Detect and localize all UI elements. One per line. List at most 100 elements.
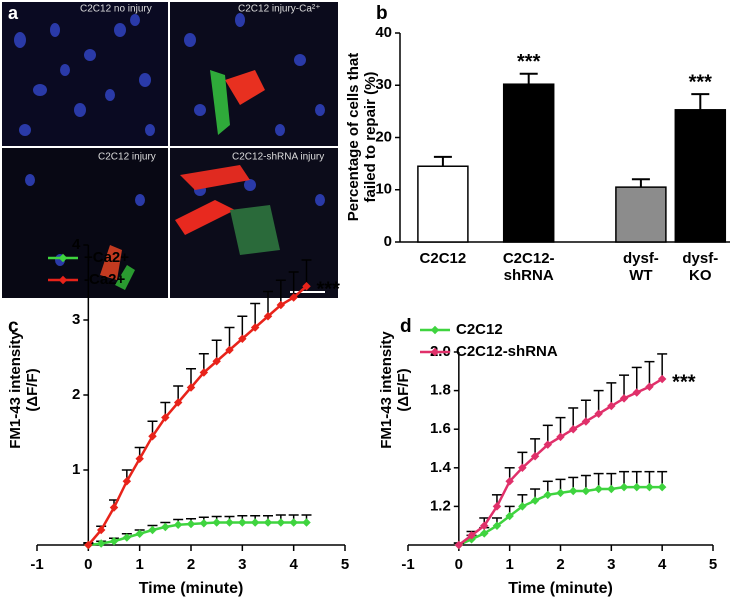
significance: ***	[517, 51, 541, 73]
point	[454, 540, 464, 550]
tile-label: C2C12 no injury	[80, 4, 152, 15]
y-axis-label: FM1-43 intensity (ΔF/F)	[378, 331, 412, 449]
x-tick-label: 0	[84, 556, 92, 573]
point	[276, 300, 286, 310]
point	[657, 374, 667, 384]
point	[530, 451, 540, 461]
legend-label: C2C12-shRNA	[456, 343, 558, 360]
x-tick-label: 2	[187, 556, 195, 573]
legend-marker	[430, 325, 440, 335]
point	[492, 502, 502, 511]
point	[186, 519, 196, 529]
x-axis-label: Time (minute)	[139, 580, 244, 597]
legend-label: +Ca2+	[84, 249, 129, 266]
y-tick-label: 3	[72, 311, 80, 328]
nuclei	[14, 13, 325, 266]
point	[122, 533, 132, 542]
x-tick-label: dysf- WT	[622, 250, 659, 284]
point	[518, 463, 527, 473]
x-tick-label: 3	[607, 556, 615, 573]
x-tick-label: 5	[709, 556, 717, 573]
legend-marker	[58, 253, 68, 263]
significance: ***	[672, 371, 696, 393]
bar	[417, 165, 469, 243]
point	[109, 503, 119, 512]
point	[148, 525, 157, 535]
x-tick-label: dysf- KO	[682, 250, 719, 284]
x-axis-label: Time (minute)	[508, 580, 613, 597]
point	[263, 518, 273, 527]
point	[302, 518, 311, 527]
point	[199, 368, 209, 377]
point	[173, 398, 183, 407]
point	[225, 345, 234, 355]
point	[556, 432, 565, 442]
y-tick-label: 0	[384, 233, 392, 250]
x-tick-label: 3	[238, 556, 246, 573]
point	[467, 531, 476, 540]
red-cell	[175, 200, 235, 235]
x-tick-label: 0	[455, 556, 463, 573]
point	[302, 282, 311, 291]
x-tick-label: -1	[30, 556, 43, 573]
panel-letter: a	[8, 3, 19, 23]
point	[518, 502, 527, 511]
point	[250, 323, 260, 332]
point	[161, 522, 170, 532]
y-tick-label: 1.6	[430, 420, 451, 437]
legend-marker	[430, 347, 440, 357]
bar	[502, 83, 555, 243]
green-cell	[115, 265, 135, 290]
x-tick-label: 4	[658, 556, 667, 573]
point	[492, 521, 502, 530]
red-cell	[225, 70, 265, 105]
x-tick-label: 5	[341, 556, 349, 573]
point	[607, 484, 616, 494]
y-tick-label: 1.2	[430, 497, 451, 514]
point	[645, 382, 654, 391]
y-tick-label: 2	[72, 386, 80, 403]
point	[581, 417, 591, 426]
point	[480, 521, 489, 530]
y-axis-label: Percentage of cells that failed to repai…	[345, 52, 379, 222]
point	[238, 518, 247, 527]
red-cell	[100, 245, 122, 280]
tile-label: C2C12 injury-Ca²⁺	[238, 4, 321, 15]
tile-label: C2C12 injury	[98, 152, 156, 163]
panel-letter: c	[8, 316, 19, 337]
panel-letter: b	[376, 3, 388, 24]
y-tick-label: 40	[375, 24, 392, 41]
point	[289, 293, 298, 302]
point	[238, 334, 247, 343]
x-tick-label: 1	[505, 556, 513, 573]
bar	[615, 186, 667, 243]
bar	[674, 109, 727, 243]
point	[263, 312, 273, 321]
panel-letter: d	[400, 316, 412, 337]
point	[632, 388, 641, 397]
point	[122, 477, 132, 486]
point	[568, 486, 578, 496]
point	[619, 482, 629, 492]
point	[212, 518, 221, 527]
point	[148, 432, 157, 441]
legend-label: -Ca2+	[84, 271, 126, 288]
point	[276, 518, 286, 527]
series-line	[458, 377, 663, 546]
x-tick-label: 4	[289, 556, 298, 573]
green-cell	[210, 70, 230, 135]
point	[543, 490, 553, 500]
point	[632, 482, 641, 492]
legend-marker	[58, 275, 68, 285]
x-tick-label: C2C12	[419, 250, 467, 267]
y-tick-label: 10	[375, 181, 392, 198]
point	[568, 424, 578, 434]
point	[135, 454, 144, 463]
point	[135, 529, 144, 538]
series-line	[88, 521, 307, 547]
image-tile	[2, 2, 168, 146]
significance: ***	[689, 71, 713, 93]
x-tick-label: C2C12- shRNA	[502, 250, 555, 284]
